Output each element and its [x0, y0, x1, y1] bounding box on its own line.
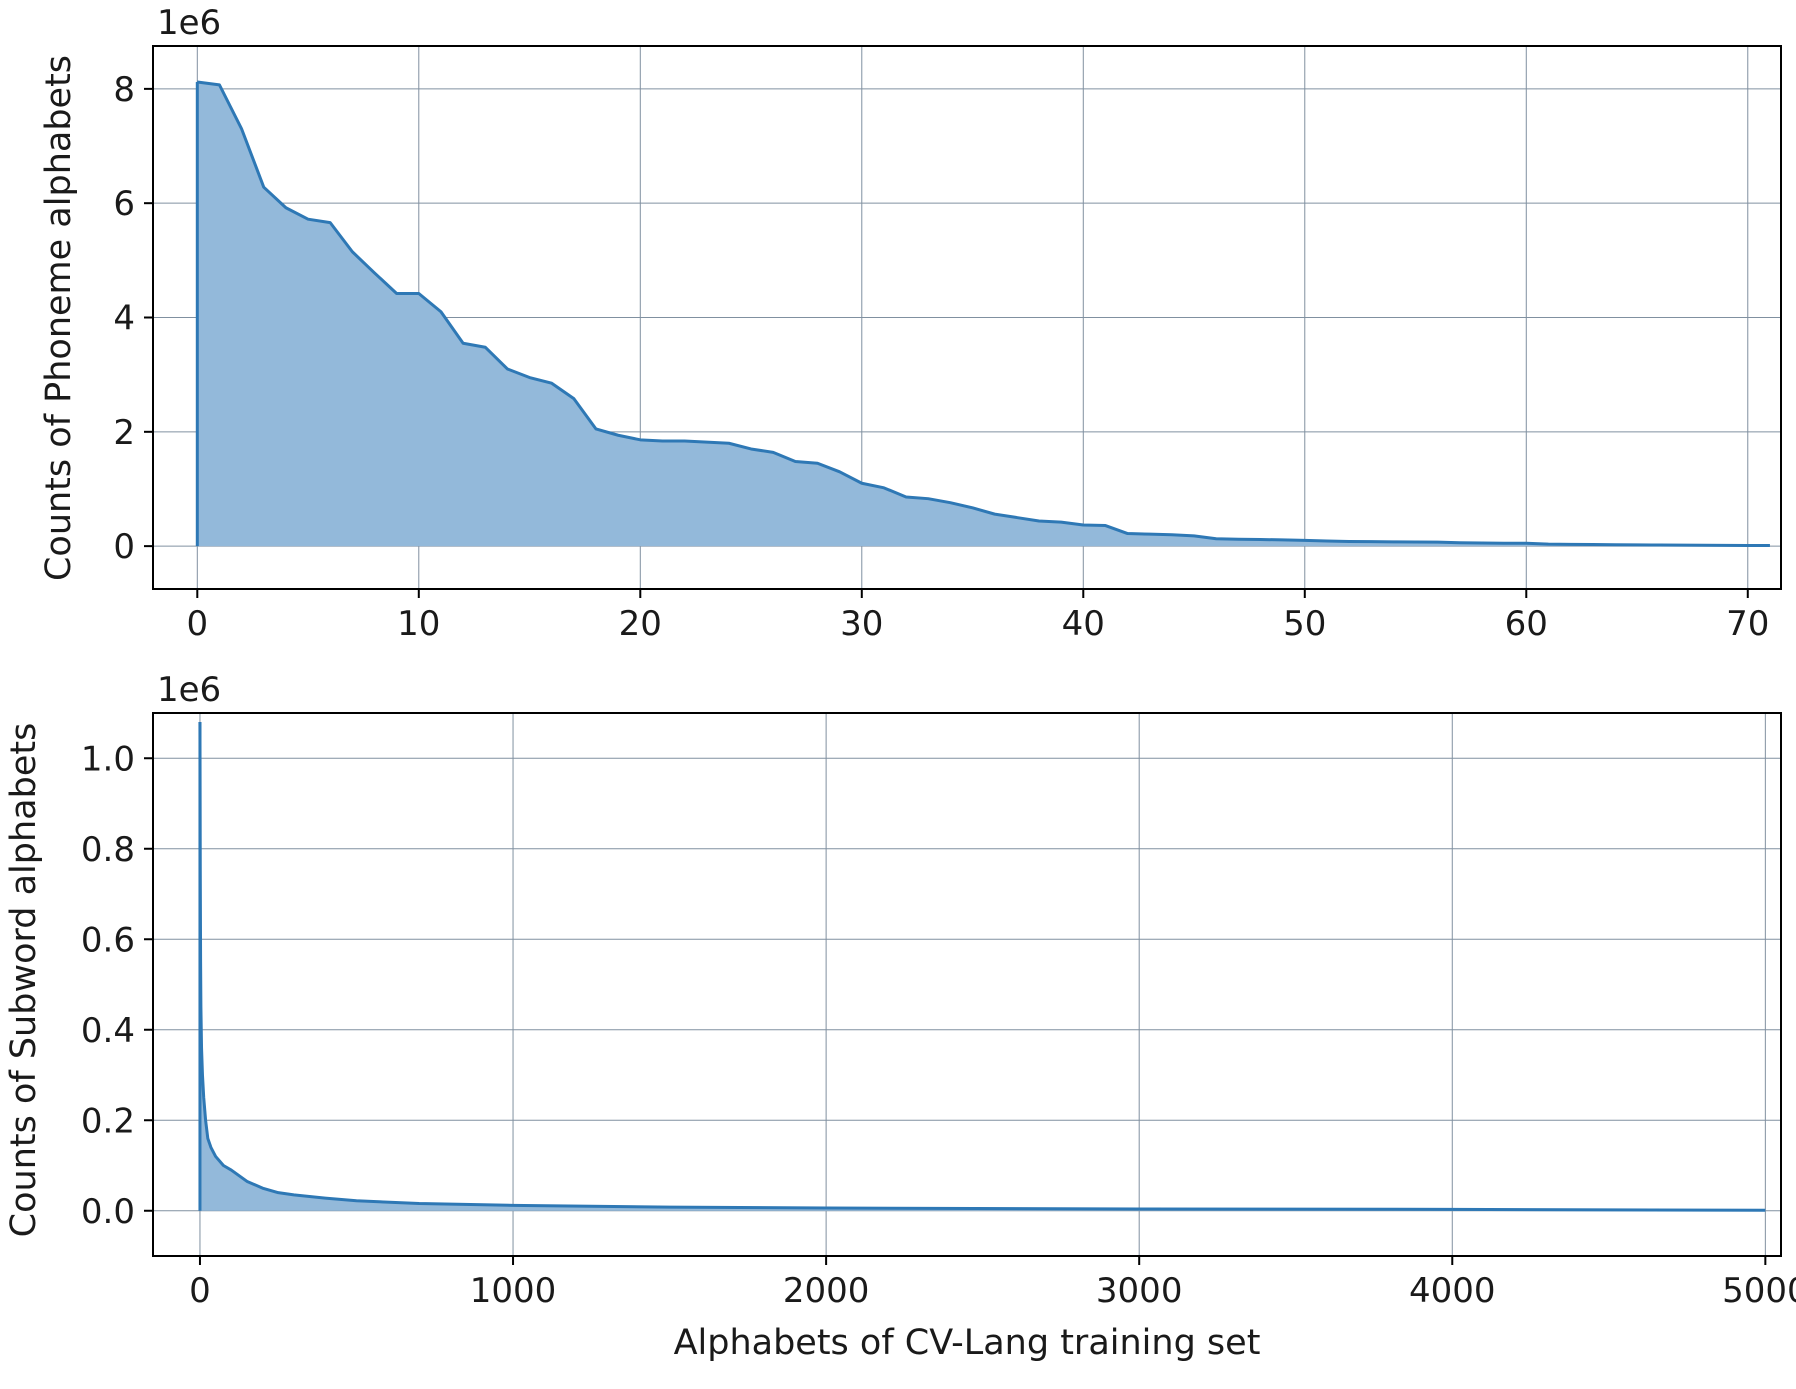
- x-tick-label: 70: [1726, 604, 1769, 644]
- x-tick-label: 4000: [1409, 1271, 1496, 1311]
- y-tick-label: 6: [113, 184, 135, 224]
- y-tick-label: 1.0: [81, 739, 135, 779]
- x-tick-label: 40: [1062, 604, 1105, 644]
- x-tick-label: 3000: [1096, 1271, 1183, 1311]
- y-tick-label: 0.0: [81, 1192, 135, 1232]
- axes-frame: [153, 713, 1781, 1256]
- x-tick-label: 0: [189, 1271, 211, 1311]
- x-tick-label: 10: [397, 604, 440, 644]
- y-axis-label: Counts of Phoneme alphabets: [39, 55, 79, 581]
- y-offset-text: 1e6: [157, 3, 221, 43]
- x-tick-label: 60: [1505, 604, 1548, 644]
- y-tick-label: 2: [113, 413, 135, 453]
- y-tick-label: 0.4: [81, 1011, 135, 1051]
- y-tick-label: 4: [113, 299, 135, 339]
- x-tick-label: 30: [840, 604, 883, 644]
- x-tick-label: 20: [619, 604, 662, 644]
- chart-panel-1: 0 10 20 30 40 50 60 70 0 2 4 6 8 1e6 Counts of Phoneme…: [39, 3, 1781, 644]
- y-tick-label: 0.8: [81, 830, 135, 870]
- area-fill: [200, 722, 1765, 1211]
- y-tick-label: 0.6: [81, 920, 135, 960]
- x-tick-label: 0: [186, 604, 208, 644]
- x-axis-label: Alphabets of CV-Lang training set: [674, 1323, 1261, 1363]
- y-tick-label: 0.2: [81, 1101, 135, 1141]
- y-axis-label: Counts of Subword alphabets: [4, 723, 44, 1238]
- series-line: [200, 722, 1765, 1210]
- y-tick-label: 8: [113, 70, 135, 110]
- area-fill: [197, 82, 1770, 546]
- y-offset-text: 1e6: [157, 670, 221, 710]
- y-tick-label: 0: [113, 527, 135, 567]
- x-tick-label: 2000: [783, 1271, 870, 1311]
- x-tick-label: 50: [1283, 604, 1326, 644]
- x-tick-label: 1000: [470, 1271, 557, 1311]
